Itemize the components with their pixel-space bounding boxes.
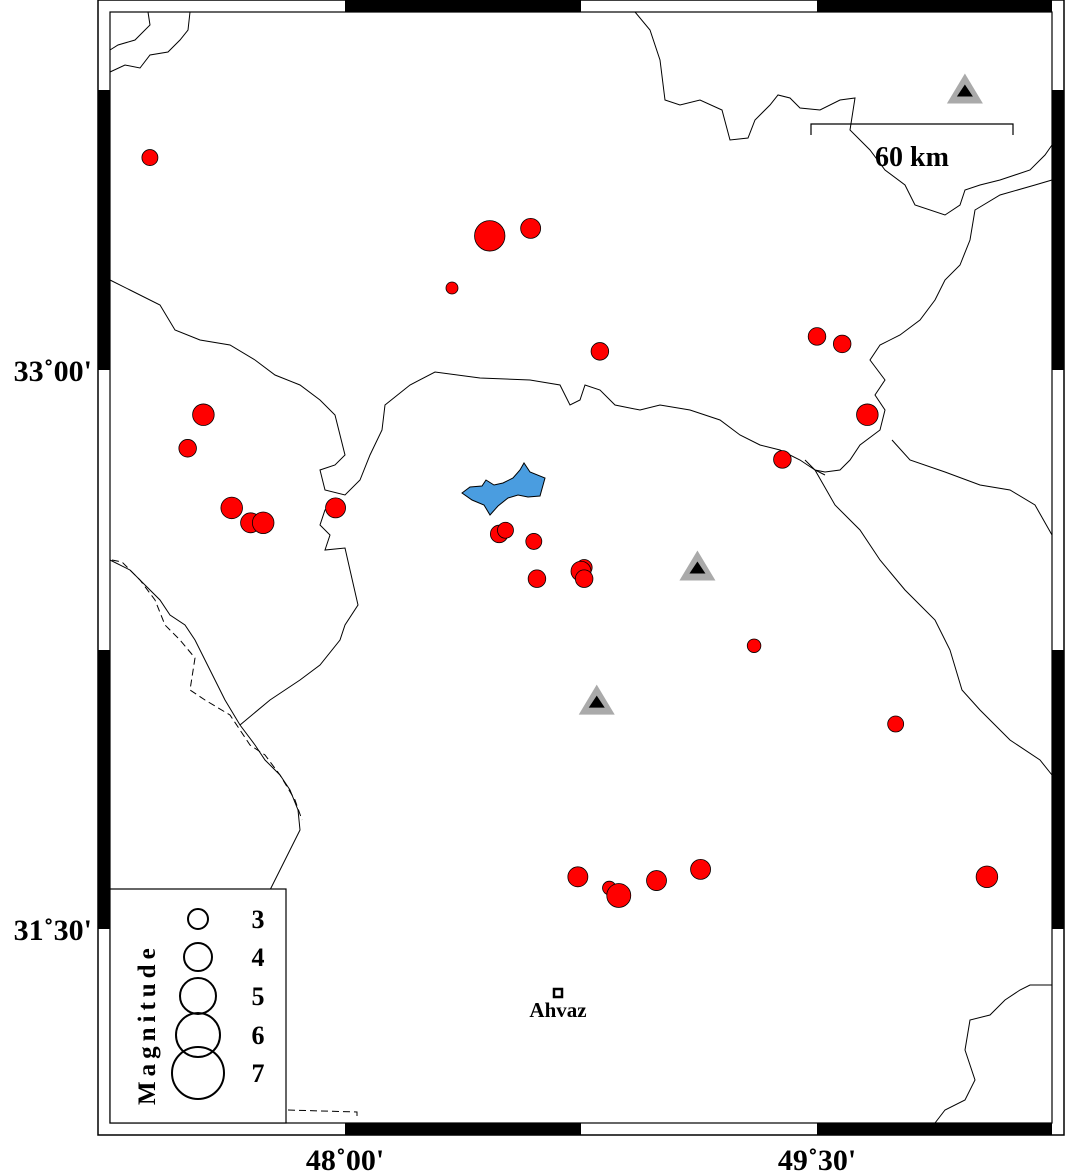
earthquake-event <box>567 866 589 888</box>
earthquake-event <box>520 217 542 239</box>
scale-bar: 60 km <box>810 123 1014 173</box>
earthquake-event <box>832 334 852 354</box>
station-triangle-icon <box>946 73 983 104</box>
earthquake-event <box>574 569 594 588</box>
y-tick-label: 33˚00' <box>14 355 92 388</box>
earthquake-event <box>325 497 346 519</box>
earthquake-event <box>646 870 667 891</box>
earthquake-event <box>690 858 711 880</box>
legend-circle <box>175 1012 221 1058</box>
city-label: Ahvaz <box>529 998 586 1022</box>
earthquake-event <box>192 403 215 426</box>
earthquake-event <box>746 638 762 653</box>
earthquake-event <box>474 220 506 252</box>
earthquake-event <box>525 533 543 550</box>
magnitude-legend: Magnitude 3 4 5 6 7 <box>109 888 287 1124</box>
city-ahvaz: Ahvaz <box>529 987 587 1022</box>
boundaries <box>109 11 1053 1124</box>
square-marker-icon <box>552 987 564 999</box>
earthquake-event <box>975 865 999 889</box>
earthquake-event <box>220 496 243 520</box>
earthquake-event <box>497 521 514 539</box>
earthquake-event <box>773 450 792 469</box>
earthquake-event <box>251 511 275 534</box>
legend-circle <box>171 1046 225 1100</box>
y-tick-label: 31˚30' <box>14 914 92 947</box>
legend-title: Magnitude <box>134 943 161 1105</box>
legend-circle <box>187 908 209 930</box>
legend-label: 6 <box>252 1021 265 1050</box>
x-tick-label: 49˚30' <box>778 1144 856 1174</box>
legend-label: 4 <box>252 943 265 972</box>
lake <box>461 462 546 516</box>
earthquake-event <box>887 715 905 733</box>
legend-label: 5 <box>252 982 265 1011</box>
x-tick-label: 48˚00' <box>306 1144 384 1174</box>
earthquake-events <box>141 149 999 908</box>
earthquake-event <box>527 569 547 588</box>
legend-label: 3 <box>252 905 265 934</box>
earthquake-event <box>445 281 459 295</box>
scale-bar-label: 60 km <box>875 142 949 173</box>
station-triangle-icon <box>578 684 615 715</box>
earthquake-event <box>141 149 159 166</box>
legend-label: 7 <box>252 1059 265 1088</box>
earthquake-event <box>856 403 879 426</box>
earthquake-event <box>590 342 610 361</box>
earthquake-event <box>178 439 197 458</box>
earthquake-event <box>606 883 632 908</box>
station-triangle-icon <box>679 550 716 581</box>
legend-circle <box>183 942 213 972</box>
seismic-stations <box>578 73 983 715</box>
earthquake-event <box>807 327 827 346</box>
